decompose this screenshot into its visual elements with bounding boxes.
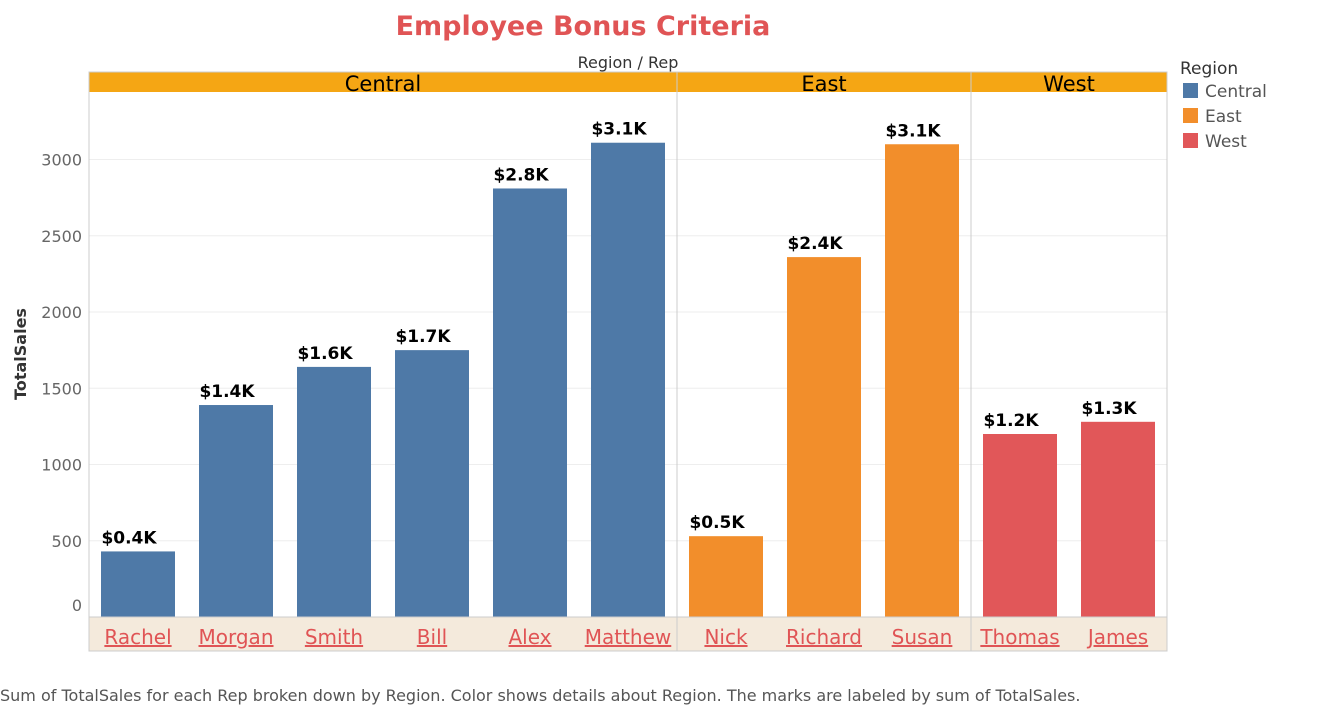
bar-matthew <box>591 142 665 617</box>
legend-title: Region <box>1180 59 1238 79</box>
rep-band-background <box>89 617 1167 651</box>
region-header-central: Central <box>345 72 421 96</box>
data-label-morgan: $1.4K <box>199 382 255 402</box>
region-headers: Central East West <box>89 72 1167 96</box>
plot-border <box>88 71 1168 652</box>
y-tick-label: 1000 <box>41 456 82 475</box>
y-tick-label: 0 <box>72 596 82 615</box>
bar-chart: Employee Bonus Criteria Region / Rep Tot… <box>11 11 1267 652</box>
rep-label-james[interactable]: James <box>1086 625 1148 649</box>
legend-item-west: West <box>1205 132 1247 152</box>
data-label-susan: $3.1K <box>885 121 941 141</box>
y-axis-ticks: 0 500 1000 1500 2000 2500 3000 <box>41 151 82 616</box>
column-header: Region / Rep <box>578 53 679 72</box>
bar-smith <box>297 366 371 617</box>
rep-label-alex[interactable]: Alex <box>508 625 551 649</box>
data-label-thomas: $1.2K <box>983 411 1039 431</box>
bar-richard <box>787 257 861 617</box>
y-tick-label: 2500 <box>41 227 82 246</box>
data-label-nick: $0.5K <box>689 513 745 533</box>
legend-swatch-east <box>1183 108 1198 123</box>
rep-label-bill[interactable]: Bill <box>417 625 447 649</box>
legend: Region Central East West <box>1180 59 1267 152</box>
data-label-richard: $2.4K <box>787 234 843 254</box>
bar-morgan <box>199 405 273 617</box>
data-label-bill: $1.7K <box>395 327 451 347</box>
y-tick-label: 1500 <box>41 379 82 398</box>
data-label-smith: $1.6K <box>297 344 353 364</box>
rep-label-smith[interactable]: Smith <box>305 625 363 649</box>
rep-label-band: Rachel Morgan Smith Bill Alex Matthew Nick Rich… <box>89 617 1167 651</box>
data-label-alex: $2.8K <box>493 165 549 185</box>
y-tick-label: 2000 <box>41 303 82 322</box>
legend-item-east: East <box>1205 107 1242 127</box>
region-header-band <box>89 72 677 92</box>
legend-swatch-west <box>1183 133 1198 148</box>
data-label-rachel: $0.4K <box>101 528 157 548</box>
region-header-band <box>971 72 1167 92</box>
bar-bill <box>395 350 469 617</box>
y-tick-label: 3000 <box>41 151 82 170</box>
region-header-west: West <box>1043 72 1095 96</box>
rep-label-thomas[interactable]: Thomas <box>979 625 1059 649</box>
region-header-east: East <box>801 72 846 96</box>
rep-label-susan[interactable]: Susan <box>892 625 953 649</box>
rep-label-nick[interactable]: Nick <box>704 625 748 649</box>
pane-dividers <box>88 71 1168 652</box>
bar-thomas <box>983 434 1057 617</box>
rep-label-matthew[interactable]: Matthew <box>585 625 672 649</box>
chart-caption: Sum of TotalSales for each Rep broken do… <box>0 686 1081 705</box>
y-axis-label: TotalSales <box>11 308 30 400</box>
rep-label-morgan[interactable]: Morgan <box>199 625 274 649</box>
data-label-james: $1.3K <box>1081 399 1137 419</box>
bar-rachel <box>101 551 175 617</box>
legend-item-central: Central <box>1205 82 1267 102</box>
bar-alex <box>493 188 567 617</box>
chart-title: Employee Bonus Criteria <box>396 11 771 42</box>
bar-susan <box>885 144 959 617</box>
region-header-band <box>677 72 971 92</box>
rep-label-richard[interactable]: Richard <box>786 625 862 649</box>
bar-nick <box>689 536 763 617</box>
rep-label-rachel[interactable]: Rachel <box>104 625 171 649</box>
y-tick-label: 500 <box>51 532 82 551</box>
bars: $0.4K $1.4K $1.6K $1.7K $2.8K $3.1K $0.5K $2.4K… <box>101 120 1155 617</box>
bar-james <box>1081 421 1155 617</box>
data-label-matthew: $3.1K <box>591 120 647 140</box>
legend-swatch-central <box>1183 83 1198 98</box>
